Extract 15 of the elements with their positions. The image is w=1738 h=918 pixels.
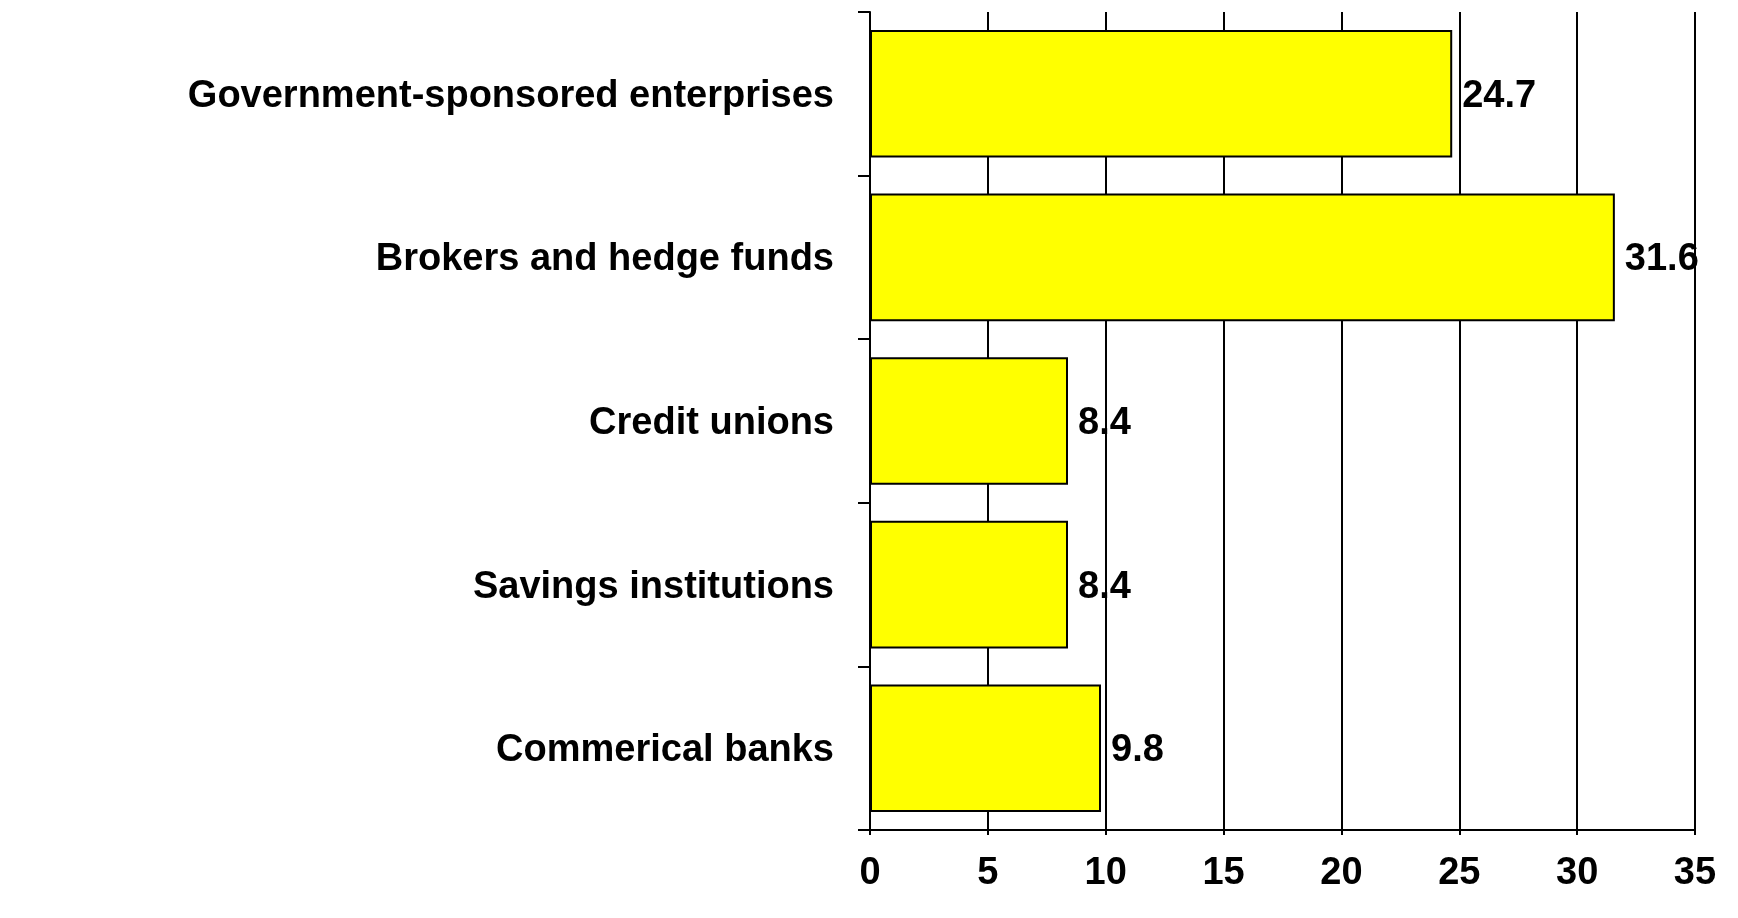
data-label: 9.8 (1111, 727, 1164, 770)
x-tick-label: 10 (1084, 850, 1127, 892)
x-tick-label: 30 (1556, 850, 1599, 892)
y-tick-label: Commerical banks (496, 727, 834, 770)
y-tick-label: Savings institutions (472, 563, 834, 606)
x-tick-label: 20 (1320, 850, 1363, 892)
x-tick-label: 15 (1202, 850, 1245, 892)
y-tick-label: Credit unions (589, 400, 834, 442)
y-tick-label: Government-sponsored enterprises (187, 72, 834, 115)
data-label: 24.7 (1462, 72, 1537, 115)
x-tick-label: 25 (1438, 850, 1481, 892)
x-tick-label: 0 (859, 850, 881, 892)
x-tick-label: 35 (1673, 850, 1717, 892)
y-tick-label: Brokers and hedge funds (375, 236, 834, 279)
x-tick-label: 5 (977, 850, 999, 892)
